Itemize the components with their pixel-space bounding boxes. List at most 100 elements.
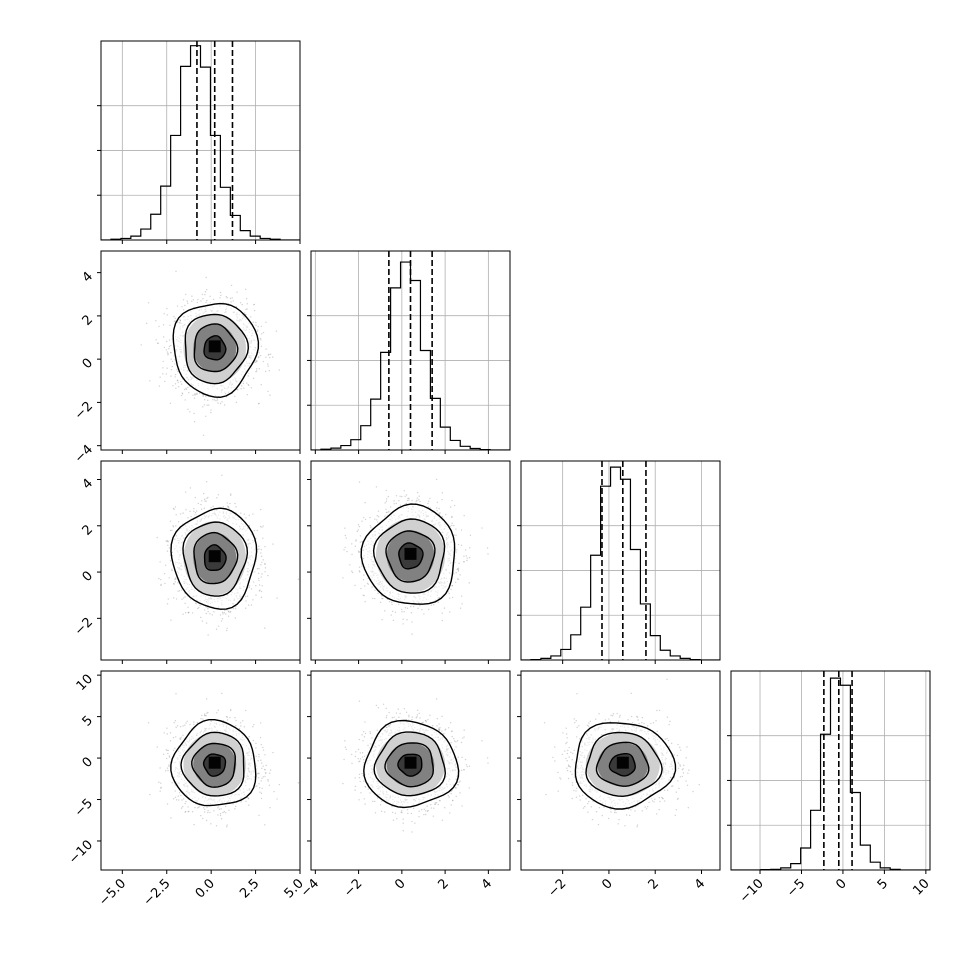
sample-point bbox=[242, 382, 245, 385]
sample-point bbox=[369, 792, 371, 794]
sample-point bbox=[264, 567, 267, 569]
sample-point bbox=[258, 787, 261, 789]
sample-point bbox=[351, 543, 353, 545]
sample-point bbox=[566, 741, 568, 744]
sample-point bbox=[250, 588, 253, 590]
sample-point bbox=[449, 506, 452, 508]
sample-point bbox=[381, 597, 383, 600]
sample-point bbox=[177, 521, 180, 523]
sample-point bbox=[607, 817, 610, 820]
sample-point bbox=[464, 549, 467, 551]
sample-point bbox=[253, 304, 255, 306]
sample-point bbox=[255, 584, 257, 587]
sample-point bbox=[359, 571, 361, 573]
sample-point bbox=[427, 506, 429, 508]
sample-point bbox=[193, 507, 195, 510]
sample-point bbox=[202, 817, 204, 820]
sample-point bbox=[147, 722, 150, 724]
sample-point bbox=[656, 813, 658, 815]
sample-point bbox=[257, 577, 260, 580]
sample-point bbox=[219, 402, 222, 405]
sample-point bbox=[259, 589, 261, 591]
sample-point bbox=[262, 360, 265, 363]
sample-point bbox=[272, 356, 274, 358]
sample-point bbox=[364, 721, 366, 723]
sample-point bbox=[207, 608, 209, 610]
sample-point bbox=[391, 716, 394, 719]
sample-point bbox=[564, 750, 566, 752]
sample-point bbox=[592, 800, 594, 803]
sample-point bbox=[566, 737, 568, 739]
sample-point bbox=[404, 495, 406, 498]
sample-point bbox=[197, 607, 199, 610]
sample-point bbox=[187, 516, 189, 519]
sample-point bbox=[265, 321, 267, 323]
sample-point bbox=[158, 385, 161, 387]
sample-point bbox=[180, 736, 182, 738]
sample-point bbox=[248, 524, 251, 527]
sample-point bbox=[554, 760, 556, 762]
sample-point bbox=[253, 303, 255, 306]
sample-point bbox=[401, 812, 403, 814]
sample-point bbox=[264, 772, 267, 774]
sample-point bbox=[252, 581, 255, 583]
sample-point bbox=[261, 767, 263, 770]
sample-point bbox=[569, 766, 572, 768]
sample-point bbox=[260, 759, 262, 761]
sample-point bbox=[460, 741, 463, 744]
sample-point bbox=[217, 807, 219, 809]
sample-point bbox=[369, 516, 371, 519]
sample-point bbox=[636, 715, 638, 718]
sample-point bbox=[181, 393, 184, 395]
sample-point bbox=[206, 497, 208, 500]
sample-point bbox=[245, 517, 247, 519]
sample-point bbox=[184, 612, 187, 614]
x-tick-label: −2.5 bbox=[141, 876, 174, 909]
sample-point bbox=[185, 800, 187, 803]
sample-point bbox=[178, 799, 180, 801]
sample-point bbox=[172, 525, 174, 527]
sample-point bbox=[264, 775, 266, 778]
sample-point bbox=[235, 606, 237, 608]
sample-point bbox=[226, 629, 228, 632]
sample-point bbox=[426, 810, 429, 813]
sample-point bbox=[264, 824, 266, 826]
sample-point bbox=[384, 610, 386, 612]
sample-point bbox=[164, 564, 167, 567]
sample-point bbox=[195, 393, 197, 395]
sample-point bbox=[257, 548, 259, 551]
sample-point bbox=[408, 497, 410, 500]
sample-point bbox=[234, 395, 236, 398]
sample-point bbox=[351, 762, 353, 765]
sample-point bbox=[376, 519, 378, 521]
sample-point bbox=[416, 491, 419, 494]
sample-point bbox=[357, 748, 360, 751]
sample-point bbox=[433, 604, 435, 606]
sample-point bbox=[218, 808, 221, 811]
sample-point bbox=[171, 360, 174, 363]
sample-point bbox=[393, 716, 395, 719]
sample-point bbox=[552, 756, 554, 759]
sample-point bbox=[571, 759, 573, 761]
sample-point bbox=[223, 404, 226, 406]
sample-point bbox=[377, 592, 379, 595]
sample-point bbox=[586, 733, 588, 735]
sample-point bbox=[174, 790, 176, 792]
sample-point bbox=[221, 474, 223, 476]
sample-point bbox=[454, 786, 457, 789]
sample-point bbox=[388, 600, 391, 603]
sample-point bbox=[179, 725, 182, 728]
sample-point bbox=[205, 500, 207, 502]
sample-point bbox=[160, 786, 162, 789]
sample-point bbox=[679, 776, 682, 778]
sample-point bbox=[256, 568, 259, 570]
sample-point bbox=[411, 831, 413, 833]
sample-point bbox=[685, 757, 687, 759]
sample-point bbox=[166, 749, 168, 752]
sample-point bbox=[354, 755, 357, 758]
sample-point bbox=[462, 737, 464, 739]
sample-point bbox=[415, 500, 417, 503]
sample-point bbox=[176, 725, 179, 727]
sample-point bbox=[443, 607, 446, 609]
sample-point bbox=[205, 395, 207, 398]
